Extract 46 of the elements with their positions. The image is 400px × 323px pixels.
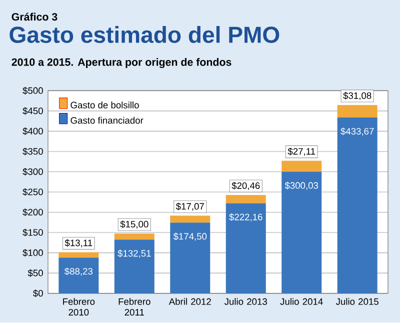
x-tick-label: Febrero 2010: [63, 298, 95, 316]
text: Gráfico 3: [12, 12, 58, 21]
data-label: $174,50: [173, 232, 207, 241]
data-label: $20,46: [232, 182, 260, 190]
bar: [337, 105, 378, 118]
data-label: $27,11: [288, 148, 316, 156]
bar: [170, 222, 210, 294]
bar: [114, 234, 154, 240]
y-tick-label: $300: [22, 168, 43, 176]
y-tick-label: $150: [22, 228, 43, 236]
legend-label: Gasto de bolsillo: [70, 102, 139, 109]
y-tick-label: $400: [22, 128, 43, 136]
x-tick-label: Julio 2014: [280, 298, 323, 306]
y-tick-label: $450: [22, 107, 43, 115]
data-label: $15,00: [120, 220, 148, 229]
bar: [58, 252, 99, 258]
data-label: $17,07: [176, 202, 204, 211]
y-tick-label: $350: [22, 148, 43, 156]
x-tick-label: Julio 2015: [336, 298, 378, 306]
y-tick-label: $250: [22, 188, 43, 196]
bar: [226, 195, 266, 204]
chart-title: Gasto estimado del PMO: [10, 26, 280, 44]
bar: [58, 258, 99, 294]
data-label: $433,67: [340, 128, 374, 136]
bar: [170, 216, 210, 223]
bar: [282, 172, 322, 294]
x-tick-label: Julio 2013: [224, 298, 267, 306]
y-tick-label: $500: [22, 87, 43, 95]
data-label: $222,16: [229, 214, 262, 222]
data-label: $300,03: [284, 182, 318, 190]
data-label: $132,51: [118, 250, 151, 258]
y-tick-label: $0: [33, 290, 43, 298]
legend-label: Gasto financiador: [70, 117, 144, 124]
bar: [337, 118, 378, 294]
y-tick-label: $200: [22, 208, 43, 216]
data-label: $31,08: [343, 92, 372, 100]
data-label: $88,23: [64, 268, 93, 276]
x-tick-label: Abril 2012: [168, 298, 211, 306]
y-tick-label: $100: [22, 249, 43, 257]
bar: [226, 203, 266, 294]
bar: [282, 160, 322, 172]
x-tick-label: Febrero 2011: [118, 298, 150, 316]
y-tick-label: $50: [28, 269, 43, 278]
data-label: $13,11: [64, 239, 92, 248]
bar: [114, 240, 154, 294]
chart-subtitle: 2010 a 2015. Apertura por origen de fondos: [12, 58, 232, 68]
